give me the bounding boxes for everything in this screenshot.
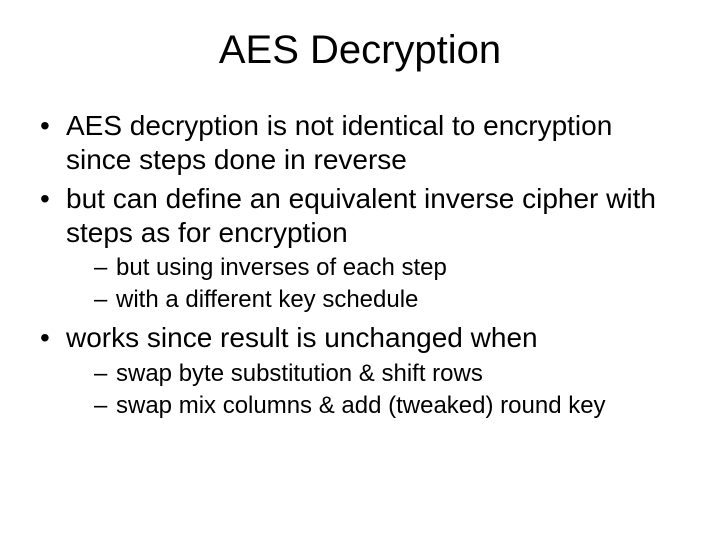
- list-item: works since result is unchanged when swa…: [40, 321, 680, 421]
- bullet-text: swap mix columns & add (tweaked) round k…: [116, 392, 606, 419]
- slide: AES Decryption AES decryption is not ide…: [0, 0, 720, 540]
- bullet-list: AES decryption is not identical to encry…: [30, 109, 690, 421]
- list-item: swap mix columns & add (tweaked) round k…: [94, 391, 680, 421]
- list-item: with a different key schedule: [94, 285, 680, 315]
- bullet-text: AES decryption is not identical to encry…: [66, 110, 612, 175]
- bullet-text: but using inverses of each step: [116, 254, 447, 281]
- slide-title: AES Decryption: [30, 28, 690, 73]
- list-item: swap byte substitution & shift rows: [94, 359, 680, 389]
- list-item: but using inverses of each step: [94, 253, 680, 283]
- bullet-text: with a different key schedule: [116, 286, 418, 313]
- sub-bullet-list: swap byte substitution & shift rows swap…: [66, 359, 680, 421]
- list-item: but can define an equivalent inverse cip…: [40, 182, 680, 315]
- bullet-text: works since result is unchanged when: [66, 322, 538, 353]
- sub-bullet-list: but using inverses of each step with a d…: [66, 253, 680, 315]
- list-item: AES decryption is not identical to encry…: [40, 109, 680, 176]
- bullet-text: but can define an equivalent inverse cip…: [66, 183, 656, 248]
- bullet-text: swap byte substitution & shift rows: [116, 360, 483, 387]
